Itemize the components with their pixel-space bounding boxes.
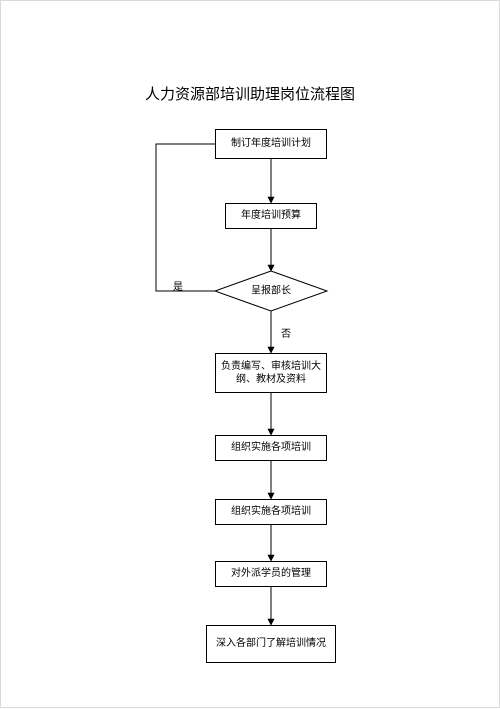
node-deep-understand: 深入各部门了解培训情况 — [206, 625, 336, 663]
node-budget: 年度培训预算 — [225, 203, 317, 229]
flowchart-title: 人力资源部培训助理岗位流程图 — [1, 83, 499, 104]
node-implement-2: 组织实施各项培训 — [215, 499, 327, 525]
edge-label-yes: 否 — [281, 325, 291, 340]
node-external-manage: 对外派学员的管理 — [215, 561, 327, 587]
edge-label-no: 是 — [173, 278, 183, 293]
svg-text:呈报部长: 呈报部长 — [251, 283, 291, 296]
page: 人力资源部培训助理岗位流程图 制订年度培训计划 年度培训预算 负责编写、审核培训… — [0, 0, 500, 708]
node-implement-1: 组织实施各项培训 — [215, 435, 327, 461]
node-write-review: 负责编写、审核培训大纲、教材及资料 — [215, 353, 327, 393]
node-plan: 制订年度培训计划 — [215, 129, 327, 159]
